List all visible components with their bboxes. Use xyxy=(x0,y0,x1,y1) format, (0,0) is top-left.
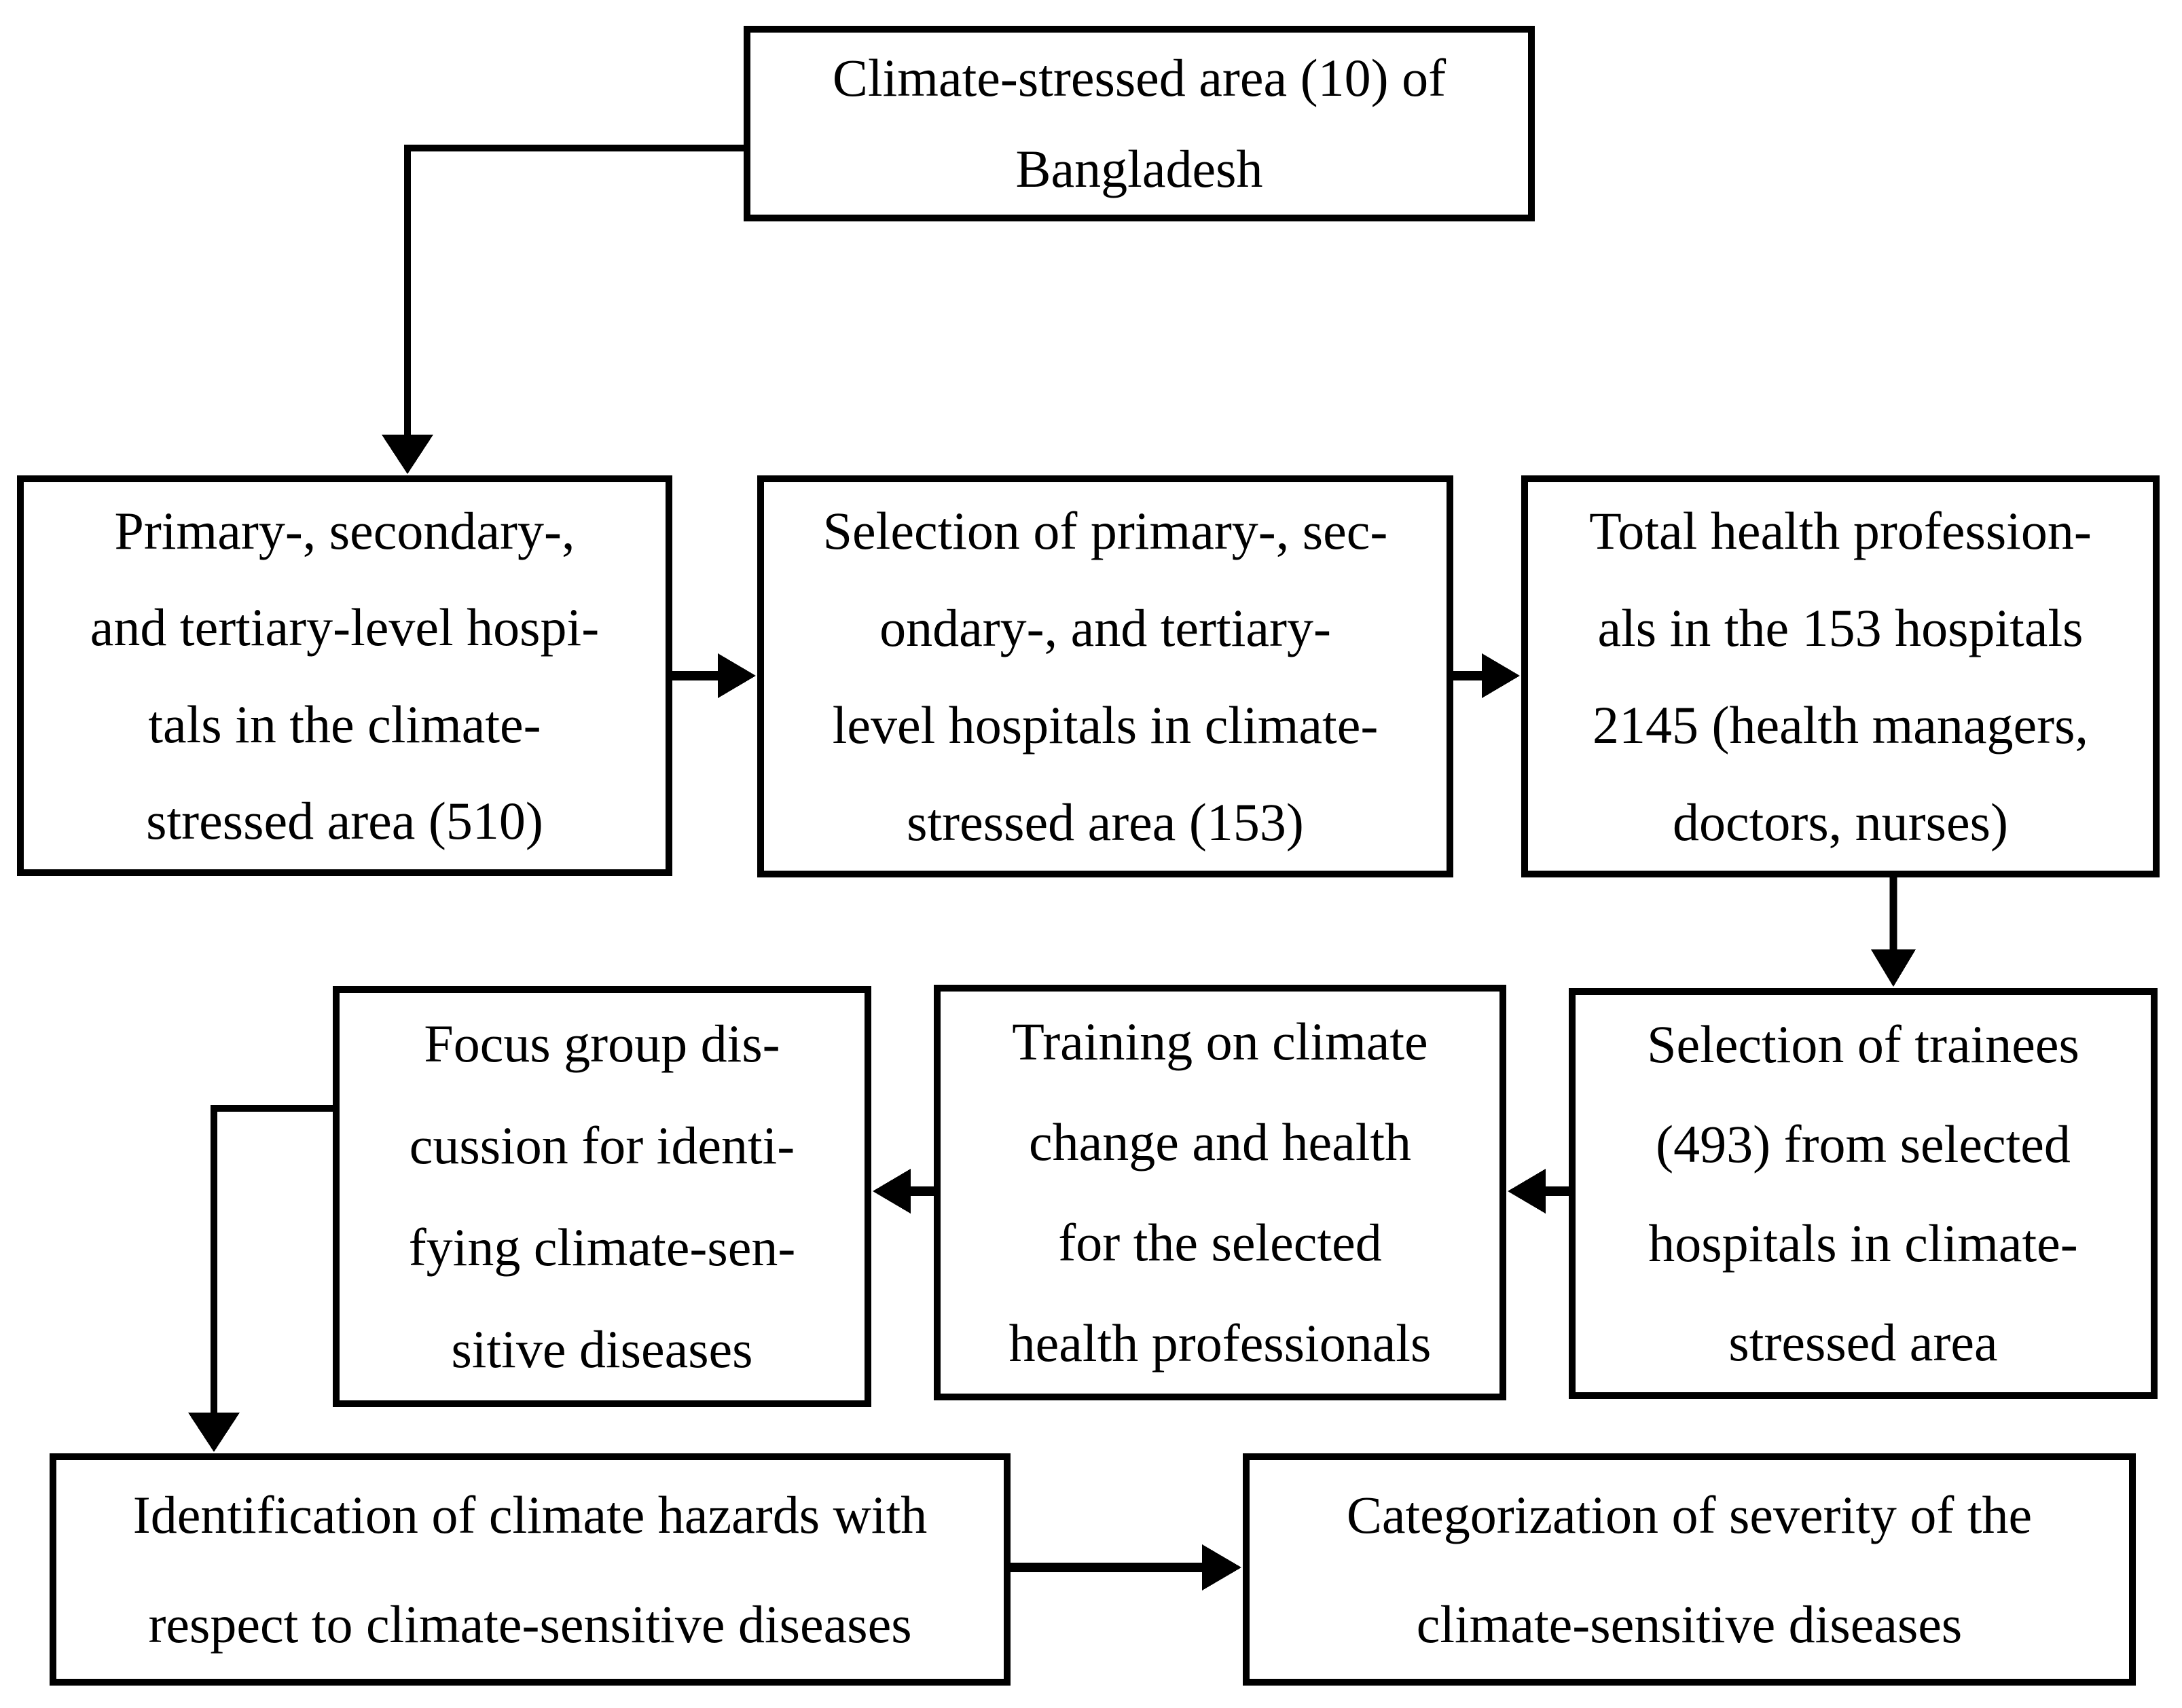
flowchart-node-identification-of-climate-hazards: Identification of climate hazards with re… xyxy=(50,1453,1011,1686)
node-text-line: fying climate-sen- xyxy=(408,1218,796,1277)
arrowhead-icon xyxy=(188,1413,240,1452)
flowchart-node-focus-group-discussion: Focus group dis-cussion for identi-fying… xyxy=(333,986,871,1407)
node-text-line: and tertiary-level hospi- xyxy=(90,598,600,657)
connector-line-focus-group-to-identification xyxy=(211,1105,334,1413)
node-text-line: stressed area xyxy=(1728,1313,1998,1373)
node-text-line: Primary-, secondary-, xyxy=(114,501,575,560)
node-text-line: sitive diseases xyxy=(451,1320,753,1379)
node-text-line: for the selected xyxy=(1058,1213,1382,1273)
flowchart-node-training-on-climate-change: Training on climate change and health for … xyxy=(934,985,1506,1400)
node-text-line: Climate-stressed area (10) of xyxy=(832,48,1447,108)
node-text-line: 2145 (health managers, xyxy=(1593,695,2088,755)
node-text-line: Categorization of severity of the xyxy=(1346,1485,2033,1544)
node-text-line: Training on climate xyxy=(1012,1012,1428,1072)
arrowhead-icon xyxy=(1202,1544,1241,1591)
node-text-line: stressed area (510) xyxy=(146,791,543,851)
arrowhead-icon xyxy=(1871,949,1916,987)
node-text-line: cussion for identi- xyxy=(409,1116,795,1176)
flowchart-node-hospitals-in-area: Primary-, secondary-, and tertiary-level … xyxy=(17,475,672,876)
flowchart-node-selection-of-trainees: Selection of trainees (493) from selected… xyxy=(1569,988,2158,1399)
arrowhead-icon xyxy=(1508,1169,1546,1214)
node-text-line: doctors, nurses) xyxy=(1673,792,2008,852)
node-text-line: Bangladesh xyxy=(1015,139,1263,199)
node-text-line: (493) from selected xyxy=(1656,1114,2071,1174)
node-text-line: tals in the climate- xyxy=(148,694,541,754)
node-text-line: Identification of climate hazards with xyxy=(132,1485,928,1544)
flowchart-node-total-health-professionals: Total health profession-als in the 153 h… xyxy=(1521,475,2160,877)
connector-line-area-to-hospitals xyxy=(404,145,744,435)
node-text-line: Total health profession- xyxy=(1589,501,2092,560)
node-text-line: respect to climate-sensitive diseases xyxy=(148,1594,912,1654)
node-text-line: change and health xyxy=(1028,1112,1412,1172)
node-text-line: health professionals xyxy=(1008,1313,1432,1373)
node-text-line: Focus group dis- xyxy=(424,1014,780,1074)
node-text-line: ondary-, and tertiary- xyxy=(879,598,1331,657)
node-text-line: stressed area (153) xyxy=(907,792,1304,852)
arrowhead-icon xyxy=(718,653,756,698)
arrowhead-icon xyxy=(873,1169,911,1214)
flowchart-node-climate-stressed-area: Climate-stressed area (10) of Bangladesh xyxy=(744,26,1535,221)
flowchart-node-selection-of-hospitals: Selection of primary-, sec-ondary-, and … xyxy=(757,475,1453,877)
flowchart-node-categorization-of-severity: Categorization of severity of the climate… xyxy=(1243,1453,2136,1686)
arrowhead-icon xyxy=(1482,653,1520,698)
node-text-line: als in the 153 hospitals xyxy=(1597,598,2084,657)
node-text-line: climate-sensitive diseases xyxy=(1416,1594,1963,1654)
node-text-line: level hospitals in climate- xyxy=(832,695,1379,755)
node-text-line: hospitals in climate- xyxy=(1648,1213,2078,1273)
node-text-line: Selection of primary-, sec- xyxy=(822,501,1388,560)
node-text-line: Selection of trainees xyxy=(1647,1015,2079,1074)
arrowhead-icon xyxy=(382,435,433,474)
